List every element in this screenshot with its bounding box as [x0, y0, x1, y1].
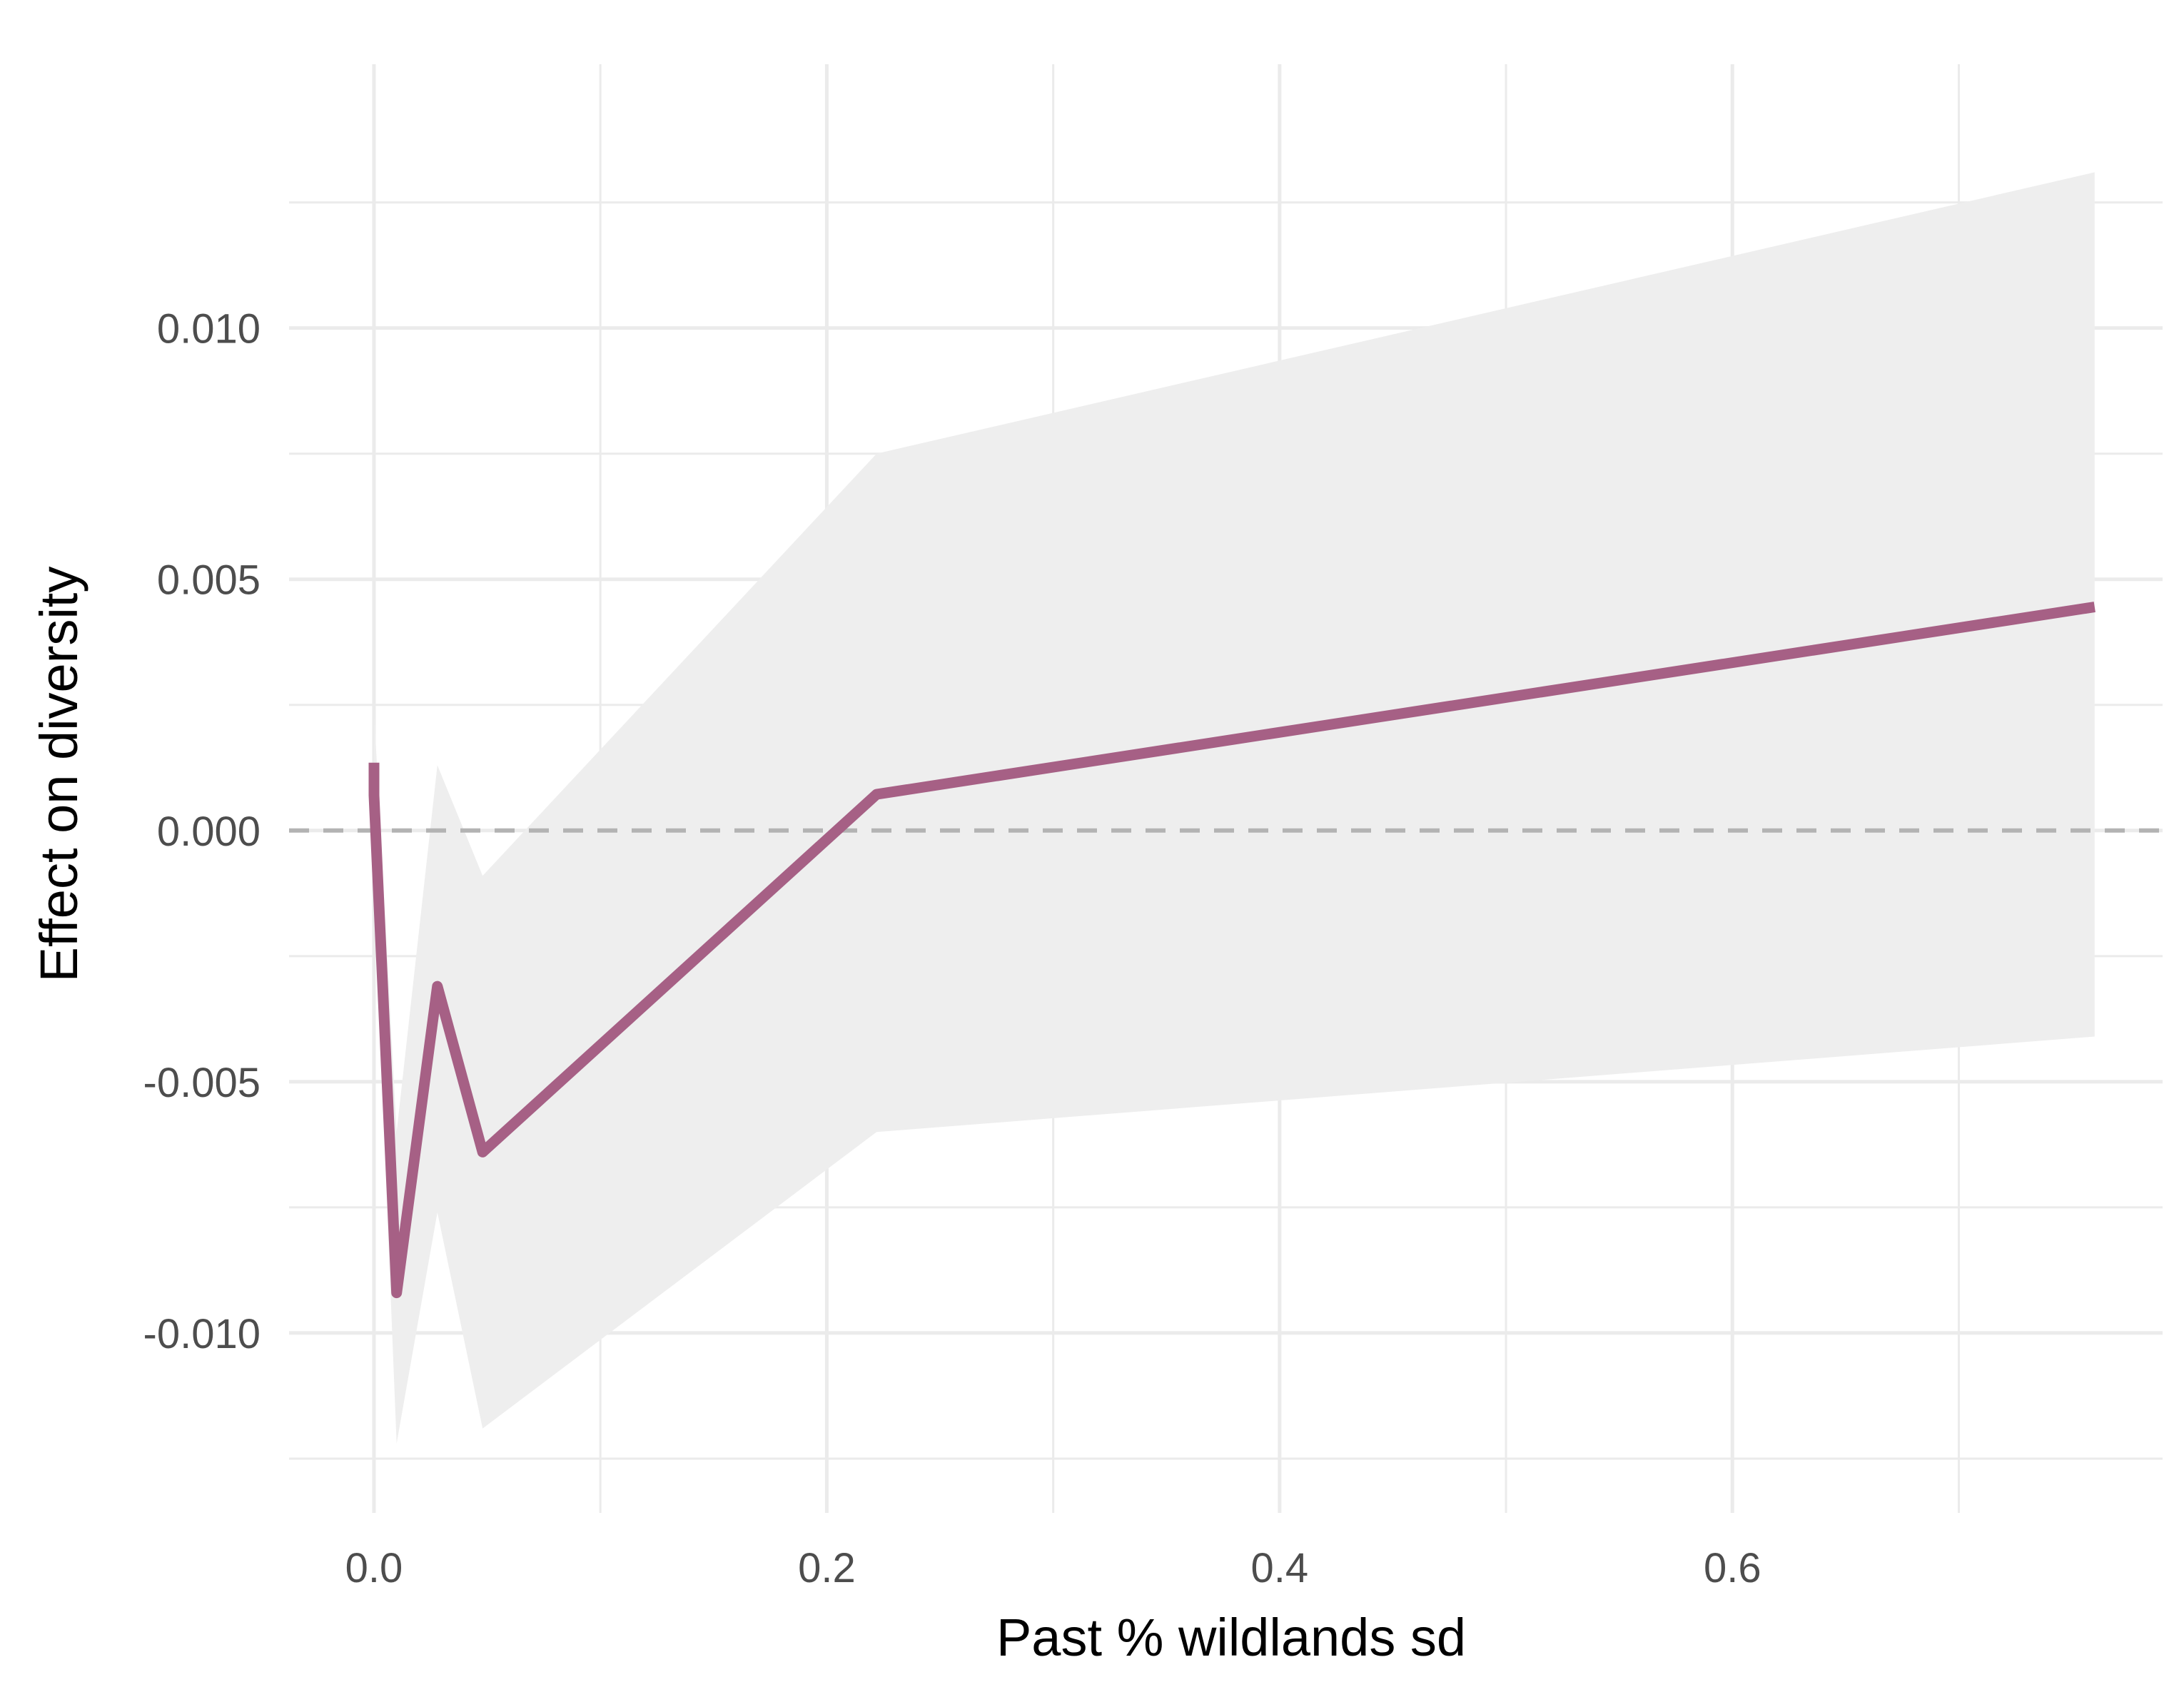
- y-axis-title: Effect on diversity: [29, 567, 89, 983]
- y-tick-label: -0.010: [143, 1311, 261, 1357]
- y-tick-label: -0.005: [143, 1060, 261, 1106]
- series-line: [368, 602, 2095, 1299]
- confidence-band-layer: [374, 172, 2095, 1444]
- series-line-layer: [368, 602, 2095, 1299]
- tick-labels: 0.010 0.005 0.000 -0.005 -0.010 0.0 0.2 0.4 0.6: [143, 306, 1761, 1591]
- y-tick-label: 0.005: [157, 557, 261, 604]
- x-tick-label: 0.0: [345, 1545, 403, 1591]
- x-tick-label: 0.2: [798, 1545, 856, 1591]
- y-tick-label: 0.010: [157, 306, 261, 353]
- y-tick-label: 0.000: [157, 809, 261, 855]
- x-tick-label: 0.4: [1251, 1545, 1309, 1591]
- x-tick-label: 0.6: [1704, 1545, 1761, 1591]
- confidence-band: [374, 172, 2095, 1444]
- x-axis-title: Past % wildlands sd: [996, 1608, 1466, 1667]
